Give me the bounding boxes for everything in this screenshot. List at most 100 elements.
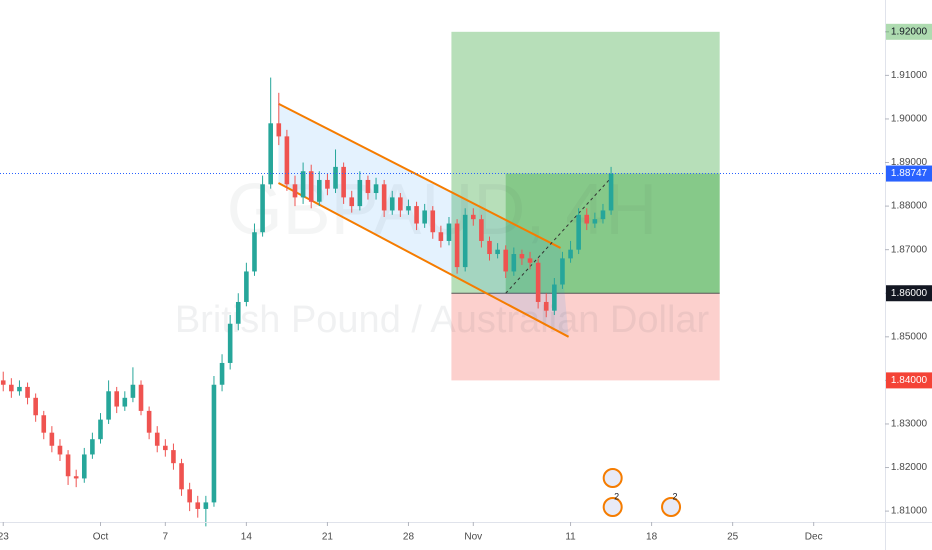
candle-body (260, 184, 265, 233)
candle-body (276, 123, 282, 137)
candle-body (600, 210, 606, 220)
candle-body (130, 384, 136, 398)
candle-body (535, 262, 541, 302)
candle-body (73, 476, 79, 479)
candle-body (446, 223, 452, 241)
candle-body (608, 173, 614, 211)
candle-body (422, 210, 427, 224)
candle-body (252, 232, 257, 272)
event-icon (602, 497, 623, 517)
candle-body (527, 258, 533, 263)
candle-body (479, 219, 484, 241)
x-tick-label: 11 (565, 532, 576, 543)
candle-body (41, 415, 47, 433)
candle-body (349, 197, 355, 207)
candle-body (325, 179, 330, 189)
candle-body (146, 410, 152, 433)
candle-body (106, 391, 111, 420)
candle-body (17, 386, 22, 392)
candle-body (333, 166, 338, 189)
y-tick-label: 1.90000 (891, 114, 928, 125)
y-tick-label: 1.92000 (891, 26, 928, 37)
candle-body (268, 123, 273, 185)
candle-body (195, 502, 201, 509)
y-tick-label: 1.87000 (891, 244, 928, 255)
candle-body (33, 397, 38, 416)
candle-body (300, 171, 306, 198)
candle-body (9, 384, 14, 392)
watermark-subtitle: British Pound / Australian Dollar (175, 299, 710, 341)
y-tick-label: 1.91000 (891, 70, 928, 81)
stop-zone (451, 293, 720, 381)
event-count: 2 (614, 491, 619, 501)
candle-body (503, 249, 509, 272)
channel-lower (277, 182, 570, 338)
candle-body (470, 214, 476, 220)
trend-line (505, 177, 612, 294)
candle-body (552, 284, 557, 311)
candle-body (438, 232, 444, 241)
x-tick-label: Nov (464, 532, 482, 543)
candle-body (227, 323, 233, 363)
x-tick-label: 23 (0, 532, 9, 543)
candle-body (179, 463, 184, 490)
candle-body (462, 214, 468, 268)
event-icon (661, 497, 682, 517)
last-price-label: 1.88747 (891, 168, 928, 179)
y-tick-label: 1.81000 (891, 506, 928, 517)
candle-body (211, 384, 217, 503)
candle-body (406, 206, 411, 211)
x-tick-label: 7 (163, 532, 169, 543)
candle-body (511, 254, 517, 272)
x-tick-label: 14 (241, 532, 253, 543)
candle-body (519, 254, 525, 259)
y-tick-label: 1.84000 (891, 375, 928, 386)
candle-body (0, 380, 6, 385)
candle-body (114, 391, 120, 407)
event-count: 2 (673, 491, 678, 501)
candle-body (568, 249, 573, 259)
candle-body (49, 432, 55, 446)
candle-body (57, 445, 63, 455)
candle-body (398, 197, 403, 211)
x-tick-label: 28 (403, 532, 415, 543)
candle-body (308, 171, 314, 202)
price-label-box (886, 23, 932, 40)
candle-body (373, 184, 379, 194)
candle-body (495, 249, 500, 255)
candle-body (219, 362, 225, 385)
candle-body (576, 214, 581, 250)
candle-body (584, 214, 590, 224)
candle-body (81, 454, 87, 479)
event-icon (602, 468, 623, 488)
candle-body (90, 439, 95, 455)
candle-body (235, 301, 241, 324)
x-tick-label: Oct (93, 532, 109, 543)
y-tick-label: 1.88000 (891, 201, 928, 212)
candle-body (389, 197, 395, 211)
y-tick-label: 1.85000 (891, 331, 928, 342)
y-tick-label: 1.89000 (891, 157, 928, 168)
candle-body (25, 386, 30, 398)
candle-body (98, 419, 103, 440)
candle-body (317, 179, 322, 202)
channel-upper (278, 102, 561, 249)
candle-body (122, 397, 128, 407)
candle-body (171, 450, 176, 464)
candle-body (543, 301, 549, 311)
candle-body (284, 136, 290, 185)
last-price-box (886, 165, 932, 182)
candle-body (430, 210, 436, 233)
y-tick-label: 1.86000 (891, 288, 928, 299)
candle-body (414, 206, 419, 224)
candle-body (163, 445, 168, 451)
candle-body (560, 258, 565, 285)
y-tick-label: 1.82000 (891, 462, 928, 473)
candle-body (365, 179, 371, 194)
candle-body (454, 223, 460, 268)
candle-body (154, 432, 160, 446)
